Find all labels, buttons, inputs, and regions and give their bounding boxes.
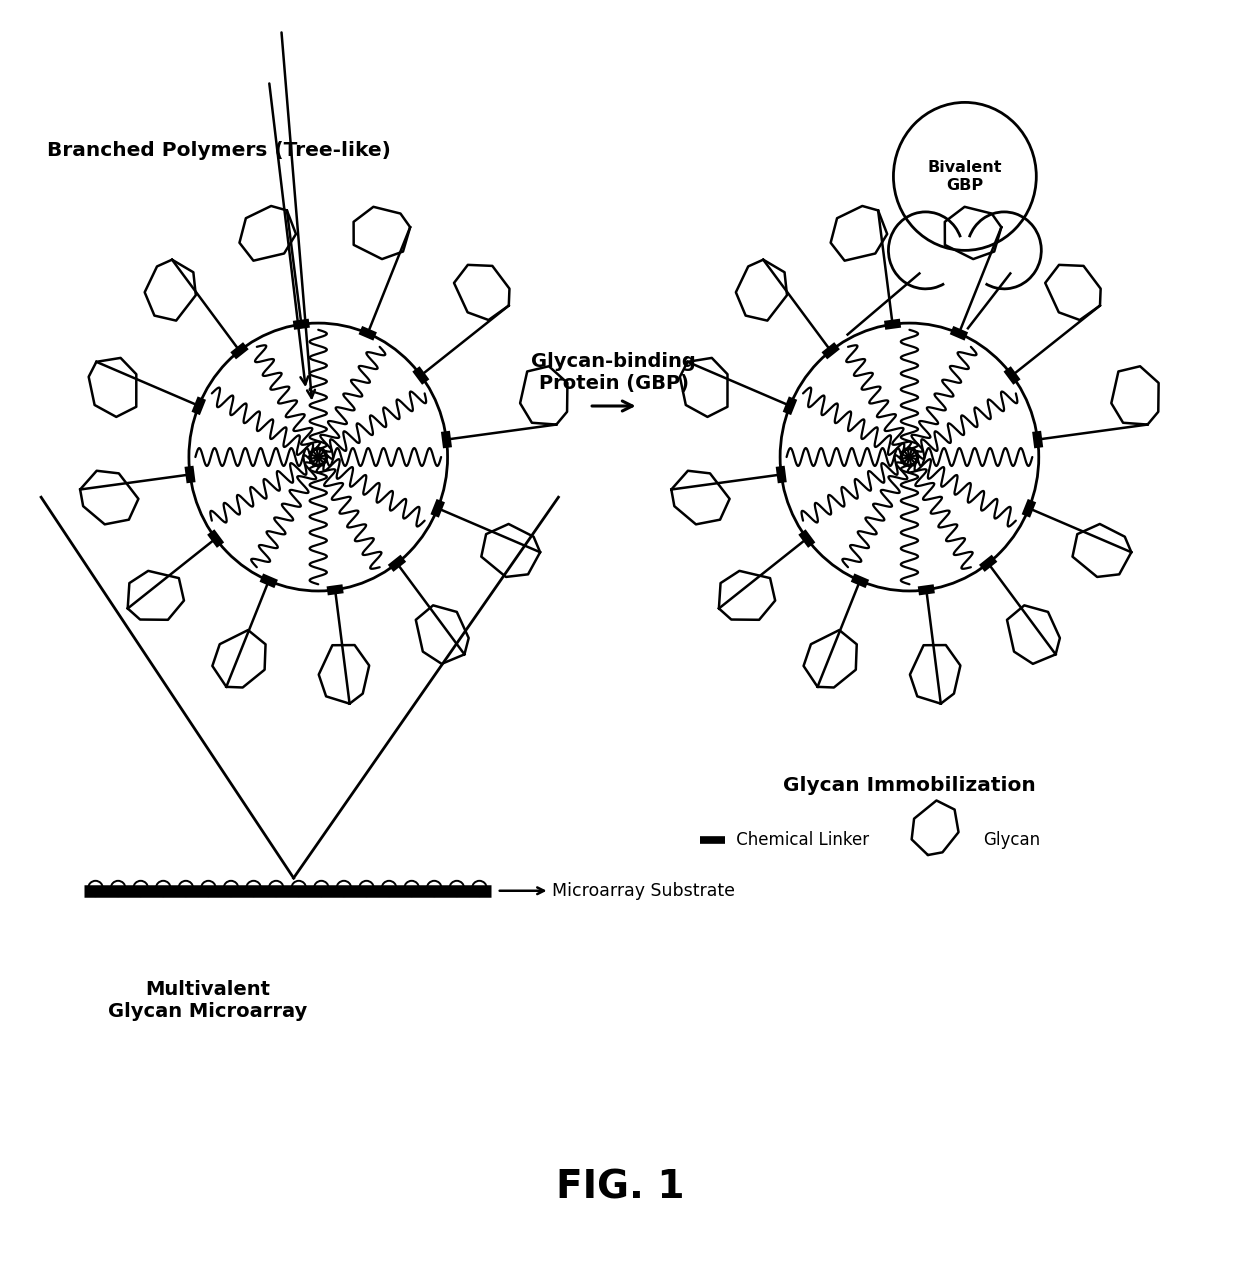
- Text: Chemical Linker: Chemical Linker: [730, 831, 869, 849]
- Text: Microarray Substrate: Microarray Substrate: [500, 882, 735, 900]
- Text: Bivalent
GBP: Bivalent GBP: [928, 160, 1002, 193]
- Text: FIG. 1: FIG. 1: [556, 1168, 684, 1207]
- Text: Glycan-binding
Protein (GBP): Glycan-binding Protein (GBP): [532, 352, 696, 393]
- Text: Glycan: Glycan: [983, 831, 1040, 849]
- Text: Glycan Immobilization: Glycan Immobilization: [784, 776, 1035, 795]
- Text: Multivalent
Glycan Microarray: Multivalent Glycan Microarray: [108, 980, 308, 1021]
- Text: Branched Polymers (Tree-like): Branched Polymers (Tree-like): [47, 141, 391, 160]
